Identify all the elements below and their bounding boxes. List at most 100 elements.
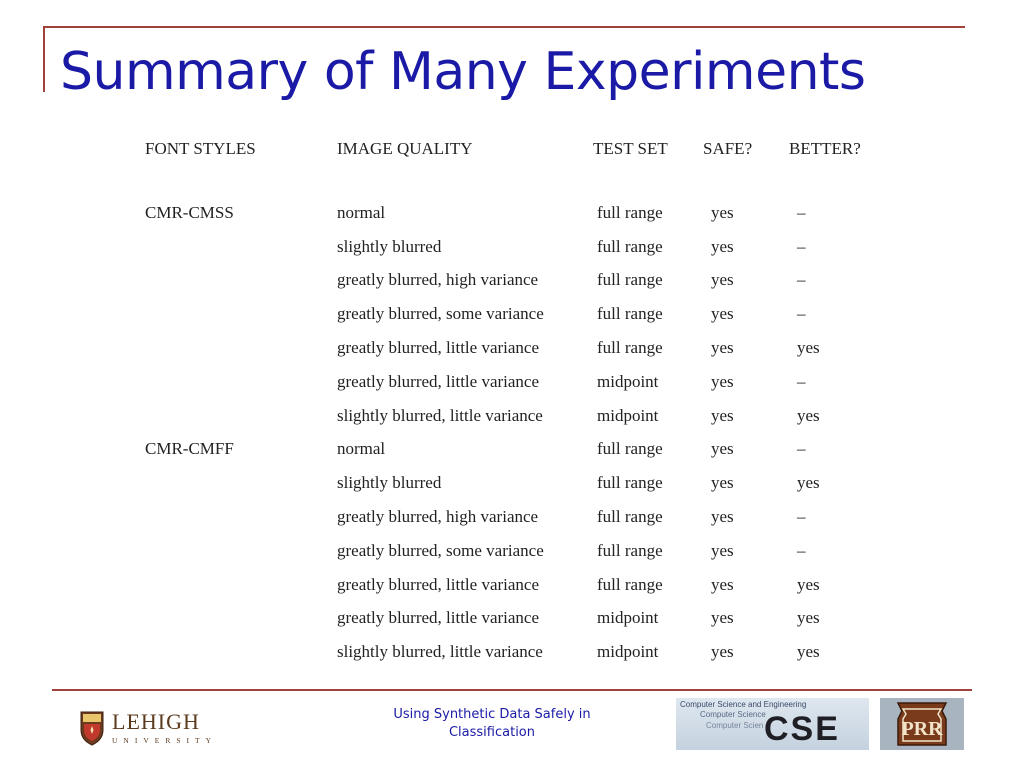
test-set-cell: full range	[597, 236, 663, 256]
better-cell: yes	[797, 608, 820, 628]
font-style-cell	[138, 297, 337, 331]
font-style-cell	[138, 264, 337, 298]
table-header-row: FONT STYLES IMAGE QUALITY TEST SET SAFE?…	[138, 134, 887, 164]
test-set-cell: full range	[597, 540, 663, 560]
image-quality-cell: normal	[337, 202, 386, 222]
footer-caption-line-1: Using Synthetic Data Safely in	[393, 707, 591, 722]
safe-cell: yes	[711, 371, 734, 391]
font-style-cell	[138, 500, 337, 534]
test-set-cell: full range	[597, 338, 663, 358]
footer-caption-line-2: Classification	[448, 725, 536, 740]
column-header-test-set: TEST SET	[593, 139, 668, 158]
better-cell: yes	[797, 574, 820, 594]
cse-logo-letters: CSE	[764, 710, 840, 748]
safe-cell: yes	[711, 405, 734, 425]
test-set-cell: full range	[597, 202, 663, 222]
table-row: slightly blurred full range yes yes	[138, 466, 887, 500]
better-cell: yes	[797, 642, 820, 662]
font-style-cell	[138, 399, 337, 433]
cse-logo-caption-2: Computer Science	[700, 710, 766, 719]
test-set-cell: full range	[597, 270, 663, 290]
column-header-image-quality: IMAGE QUALITY	[337, 139, 473, 158]
safe-cell: yes	[711, 473, 734, 493]
font-style-cell	[138, 635, 337, 669]
image-quality-cell: greatly blurred, some variance	[337, 540, 544, 560]
image-quality-cell: greatly blurred, high variance	[337, 270, 539, 290]
better-cell: –	[797, 270, 806, 290]
prr-logo: PRR	[880, 698, 964, 750]
header-top-rule	[43, 26, 965, 28]
safe-cell: yes	[711, 608, 734, 628]
table-row: greatly blurred, little variance full ran…	[138, 568, 887, 602]
font-style-cell: CMR-CMSS	[145, 202, 234, 222]
cse-logo: Computer Science and Engineering Compute…	[676, 698, 869, 750]
test-set-cell: midpoint	[597, 608, 659, 628]
table-row: greatly blurred, little variance midpoint…	[138, 365, 887, 399]
image-quality-cell: greatly blurred, little variance	[337, 574, 540, 594]
image-quality-cell: greatly blurred, little variance	[337, 608, 540, 628]
image-quality-cell: slightly blurred	[337, 236, 442, 256]
safe-cell: yes	[711, 304, 734, 324]
safe-cell: yes	[711, 202, 734, 222]
safe-cell: yes	[711, 236, 734, 256]
image-quality-cell: slightly blurred, little variance	[337, 642, 543, 662]
lehigh-logo: LEHIGH UNIVERSITY	[80, 710, 217, 746]
font-style-cell: CMR-CMFF	[145, 439, 234, 459]
font-style-cell	[138, 230, 337, 264]
test-set-cell: midpoint	[597, 371, 659, 391]
font-style-cell	[138, 568, 337, 602]
test-set-cell: full range	[597, 507, 663, 527]
safe-cell: yes	[711, 574, 734, 594]
better-cell: –	[797, 371, 806, 391]
better-cell: yes	[797, 473, 820, 493]
footer-caption: Using Synthetic Data Safely in Classific…	[352, 706, 632, 742]
test-set-cell: full range	[597, 473, 663, 493]
table-row: greatly blurred, high variance full range…	[138, 264, 887, 298]
lehigh-name: LEHIGH	[112, 709, 200, 735]
cse-logo-caption-3: Computer Scien	[706, 721, 764, 730]
better-cell: yes	[797, 338, 820, 358]
test-set-cell: midpoint	[597, 405, 659, 425]
lehigh-subtitle: UNIVERSITY	[112, 736, 217, 746]
better-cell: –	[797, 304, 806, 324]
image-quality-cell: greatly blurred, some variance	[337, 304, 544, 324]
font-style-cell	[138, 331, 337, 365]
better-cell: yes	[797, 405, 820, 425]
header-left-rule	[43, 26, 45, 92]
column-header-font-styles: FONT STYLES	[145, 139, 256, 158]
table-row: slightly blurred, little variance midpoin…	[138, 635, 887, 669]
safe-cell: yes	[711, 642, 734, 662]
safe-cell: yes	[711, 540, 734, 560]
table-row: CMR-CMFF normal full range yes –	[138, 433, 887, 467]
table-row: greatly blurred, some variance full range…	[138, 534, 887, 568]
better-cell: –	[797, 202, 806, 222]
table-row: CMR-CMSS normal full range yes –	[138, 196, 887, 230]
font-style-cell	[138, 534, 337, 568]
test-set-cell: midpoint	[597, 642, 659, 662]
better-cell: –	[797, 439, 806, 459]
safe-cell: yes	[711, 507, 734, 527]
font-style-cell	[138, 365, 337, 399]
lehigh-shield-icon	[80, 711, 104, 746]
image-quality-cell: greatly blurred, little variance	[337, 338, 540, 358]
test-set-cell: full range	[597, 304, 663, 324]
column-header-safe: SAFE?	[703, 139, 753, 158]
test-set-cell: full range	[597, 439, 663, 459]
image-quality-cell: slightly blurred	[337, 473, 442, 493]
table-row: greatly blurred, high variance full range…	[138, 500, 887, 534]
table-row: slightly blurred full range yes –	[138, 230, 887, 264]
results-table: FONT STYLES IMAGE QUALITY TEST SET SAFE?…	[138, 134, 887, 669]
image-quality-cell: normal	[337, 439, 386, 459]
footer-rule	[52, 689, 972, 691]
table-row: slightly blurred, little variance midpoin…	[138, 399, 887, 433]
test-set-cell: full range	[597, 574, 663, 594]
cse-logo-caption-1: Computer Science and Engineering	[680, 700, 807, 709]
image-quality-cell: slightly blurred, little variance	[337, 405, 543, 425]
image-quality-cell: greatly blurred, high variance	[337, 507, 539, 527]
table-spacer-row	[138, 164, 887, 196]
safe-cell: yes	[711, 338, 734, 358]
prr-keystone-icon: PRR	[896, 702, 948, 746]
safe-cell: yes	[711, 439, 734, 459]
image-quality-cell: greatly blurred, little variance	[337, 371, 540, 391]
svg-text:PRR: PRR	[901, 718, 943, 740]
